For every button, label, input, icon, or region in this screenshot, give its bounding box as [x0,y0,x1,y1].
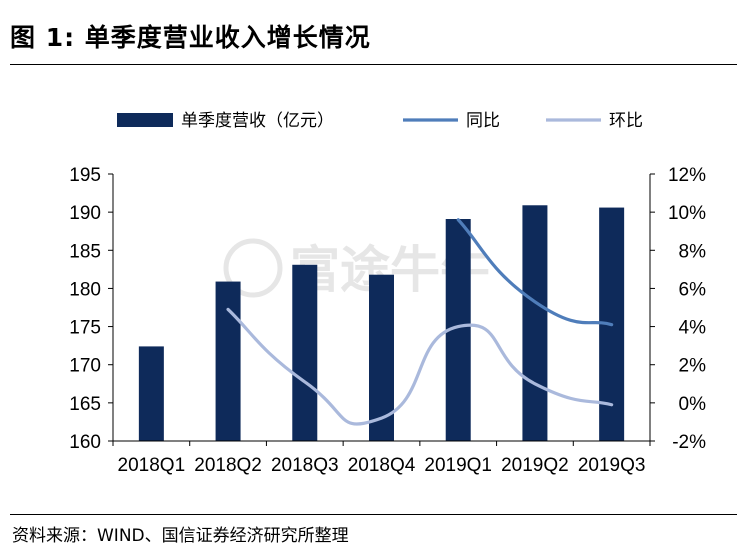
x-tick-label: 2018Q3 [271,455,339,476]
right-tick-label: 6% [679,279,707,300]
bar-2018Q3 [292,264,318,441]
bar-2018Q2 [215,281,241,441]
qoq-line [226,307,614,426]
right-tick-label: 10% [668,203,706,224]
left-tick-label: 175 [69,318,101,339]
legend-bar-label: 单季度营收（亿元） [181,111,334,130]
left-tick-label: 190 [69,203,101,224]
left-tick-label: 170 [69,356,101,377]
bar-2019Q2 [522,205,548,441]
figure-header: 图 1: 单季度营业收入增长情况 [0,0,747,66]
right-tick-label: -2% [672,432,706,453]
x-tick-label: 2019Q2 [501,455,569,476]
watermark-logo [223,238,283,298]
x-tick-label: 2019Q1 [424,455,492,476]
legend-qoq-label: 环比 [609,111,643,130]
right-tick-label: 4% [679,318,707,339]
top-rule [10,64,737,65]
left-tick-label: 180 [69,279,101,300]
x-tick-label: 2018Q4 [348,455,416,476]
figure-title: 图 1: 单季度营业收入增长情况 [10,23,371,52]
bar-2018Q4 [369,274,394,441]
right-tick-label: 12% [668,165,706,186]
figure-source: 资料来源：WIND、国信证券经济研究所整理 [12,526,349,546]
yoy-line [456,218,614,327]
x-tick-label: 2019Q3 [578,455,646,476]
right-tick-label: 0% [679,394,707,415]
legend-yoy-label: 同比 [466,111,500,130]
bottom-rule [10,514,737,515]
legend-bar-swatch [117,113,173,127]
left-tick-label: 185 [69,241,101,262]
left-tick-label: 165 [69,394,101,415]
left-tick-label: 160 [69,432,101,453]
bar-2018Q1 [138,346,164,441]
x-tick-label: 2018Q1 [118,455,186,476]
x-tick-label: 2018Q2 [194,455,262,476]
right-tick-label: 8% [679,241,707,262]
right-tick-label: 2% [679,356,707,377]
left-tick-label: 195 [69,165,101,186]
